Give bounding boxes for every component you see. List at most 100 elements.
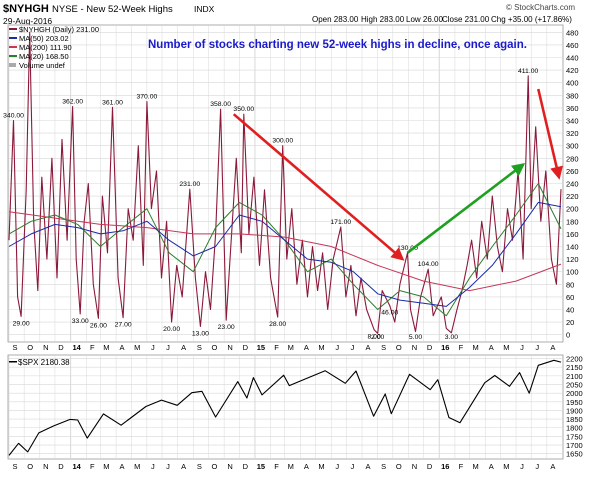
data-label: 29.00 [13, 320, 30, 327]
x-tick-label-upper: A [181, 343, 186, 352]
data-label: 358.00 [210, 101, 231, 108]
red-trend-arrow [232, 113, 405, 261]
x-tick-label-lower: O [212, 462, 218, 471]
trend-arrows [232, 88, 563, 261]
lower-y-axis: 1650170017501800185019001950200020502100… [566, 355, 583, 459]
ohlc-open: Open 283.00 [312, 15, 359, 24]
x-tick-label-upper: J [350, 343, 354, 352]
data-label: 370.00 [136, 94, 157, 101]
y-tick-label-upper: 0 [566, 331, 570, 340]
y-tick-label-lower: 2000 [566, 389, 583, 398]
x-tick-label-upper: J [151, 343, 155, 352]
x-tick-label-lower: F [459, 462, 464, 471]
green-trend-arrow [406, 163, 526, 254]
data-label: 27.00 [115, 322, 132, 329]
y-tick-label-lower: 1800 [566, 424, 583, 433]
y-tick-label-lower: 1700 [566, 441, 583, 450]
x-tick-label-upper: D [427, 343, 433, 352]
x-tick-label-lower: S [197, 462, 202, 471]
y-tick-label-upper: 140 [566, 243, 579, 252]
legend-swatch-ma50 [9, 37, 17, 39]
x-tick-label-upper: 14 [72, 343, 81, 352]
index-tag: INDX [194, 4, 215, 14]
legend-volume: Volume undef [19, 61, 66, 70]
y-tick-label-upper: 180 [566, 217, 579, 226]
series-line-nyhgh [8, 31, 562, 334]
x-tick-label-lower: O [27, 462, 33, 471]
upper-series-group [8, 31, 562, 334]
x-tick-label-upper: A [120, 343, 125, 352]
data-label: 28.00 [269, 321, 286, 328]
x-tick-label-lower: N [43, 462, 48, 471]
data-label: 3.00 [445, 334, 458, 341]
series-line-ma200 [8, 211, 562, 292]
x-tick-label-lower: J [151, 462, 155, 471]
x-tick-label-upper: M [103, 343, 109, 352]
y-tick-label-upper: 420 [566, 66, 579, 75]
data-label: 411.00 [518, 68, 539, 75]
x-tick-label-lower: A [304, 462, 309, 471]
ohlc-close: Close 231.00 [442, 15, 490, 24]
x-tick-label-upper: A [550, 343, 555, 352]
y-tick-label-lower: 2200 [566, 355, 583, 364]
symbol-label: $NYHGH [3, 3, 49, 15]
y-tick-label-upper: 120 [566, 255, 579, 264]
x-tick-label-lower: A [489, 462, 494, 471]
lower-series-group [8, 359, 562, 456]
x-tick-label-upper: N [227, 343, 232, 352]
legend-swatch-spx [9, 361, 17, 363]
series-line-spx [8, 359, 562, 456]
ohlc-low: Low 26.00 [406, 15, 443, 24]
data-label: 104.00 [418, 261, 439, 268]
data-label: 350.00 [233, 106, 254, 113]
legend-swatch-ma20 [9, 55, 17, 57]
x-tick-label-upper: F [274, 343, 279, 352]
ohlc-change: Chg +35.00 (+17.86%) [491, 15, 572, 24]
data-label: 362.00 [62, 99, 83, 106]
x-tick-label-lower: A [181, 462, 186, 471]
x-tick-label-upper: N [412, 343, 417, 352]
x-tick-label-lower: 16 [441, 462, 449, 471]
y-tick-label-upper: 260 [566, 167, 579, 176]
chart-title: NYSE - New 52-Week Highs [52, 4, 173, 15]
x-tick-label-lower: J [166, 462, 170, 471]
x-tick-label-lower: M [318, 462, 324, 471]
y-tick-label-upper: 280 [566, 154, 579, 163]
y-tick-label-upper: 400 [566, 79, 579, 88]
x-tick-label-upper: O [27, 343, 33, 352]
y-tick-label-lower: 1850 [566, 415, 583, 424]
x-tick-label-upper: D [58, 343, 64, 352]
x-tick-label-lower: M [472, 462, 478, 471]
data-label: 361.00 [102, 99, 123, 106]
y-tick-label-lower: 1750 [566, 432, 583, 441]
legend-ma20: MA(20) 168.50 [19, 52, 69, 61]
x-tick-label-lower: M [103, 462, 109, 471]
x-tick-label-upper: D [243, 343, 249, 352]
legend-swatch-ma200 [9, 46, 17, 48]
lower-x-axis: S O N D 14 F M A M J J A S O N D 15 F M A M J J A S O N D 16 F M A M J J A [12, 462, 555, 471]
x-tick-label-upper: N [43, 343, 48, 352]
x-tick-label-upper: F [459, 343, 464, 352]
x-tick-label-upper: S [381, 343, 386, 352]
x-tick-label-lower: J [520, 462, 524, 471]
data-label: 5.00 [409, 334, 422, 341]
y-tick-label-upper: 360 [566, 104, 579, 113]
y-tick-label-lower: 1650 [566, 450, 583, 459]
lower-panel-frame [7, 354, 564, 460]
data-label: 13.00 [192, 331, 209, 338]
x-tick-label-upper: M [472, 343, 478, 352]
y-tick-label-lower: 2150 [566, 363, 583, 372]
x-tick-label-lower: A [120, 462, 125, 471]
x-tick-label-upper: J [535, 343, 539, 352]
upper-y-axis: 0 20 40 60 80 100 120 140 160 180 200 220 240 260 280 3… [566, 28, 579, 339]
x-tick-label-upper: M [288, 343, 294, 352]
legend-ma200: MA(200) 111.90 [19, 43, 72, 52]
x-tick-label-lower: D [58, 462, 64, 471]
x-tick-label-lower: F [274, 462, 279, 471]
chart-date: 29-Aug-2016 [3, 16, 52, 26]
legend-swatch-main [9, 28, 17, 30]
x-tick-label-upper: J [520, 343, 524, 352]
